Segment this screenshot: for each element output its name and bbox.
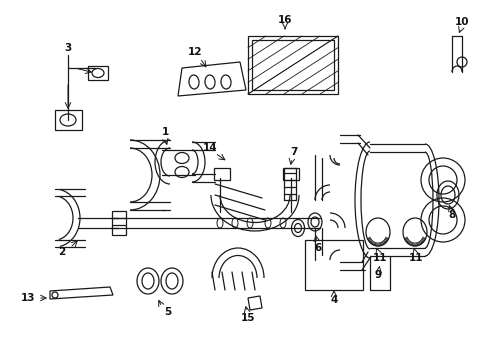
Text: 11: 11 <box>408 253 423 263</box>
Text: 5: 5 <box>164 307 171 317</box>
Bar <box>112 211 126 235</box>
Text: 4: 4 <box>329 295 337 305</box>
Bar <box>251 40 333 90</box>
Text: 15: 15 <box>240 313 255 323</box>
Text: 13: 13 <box>20 293 35 303</box>
Text: 2: 2 <box>58 247 65 257</box>
Bar <box>305 240 362 290</box>
Text: 8: 8 <box>447 210 455 220</box>
Text: 6: 6 <box>314 243 321 253</box>
Bar <box>214 168 229 180</box>
Text: 12: 12 <box>187 47 202 57</box>
Bar <box>247 36 337 94</box>
Text: 9: 9 <box>374 270 381 280</box>
Text: 16: 16 <box>277 15 292 25</box>
Bar <box>283 168 298 180</box>
Text: 10: 10 <box>454 17 468 27</box>
Text: 11: 11 <box>372 253 386 263</box>
Text: 14: 14 <box>202 143 217 153</box>
Text: 7: 7 <box>290 147 297 157</box>
Text: 3: 3 <box>64 43 71 53</box>
Text: 1: 1 <box>161 127 168 137</box>
